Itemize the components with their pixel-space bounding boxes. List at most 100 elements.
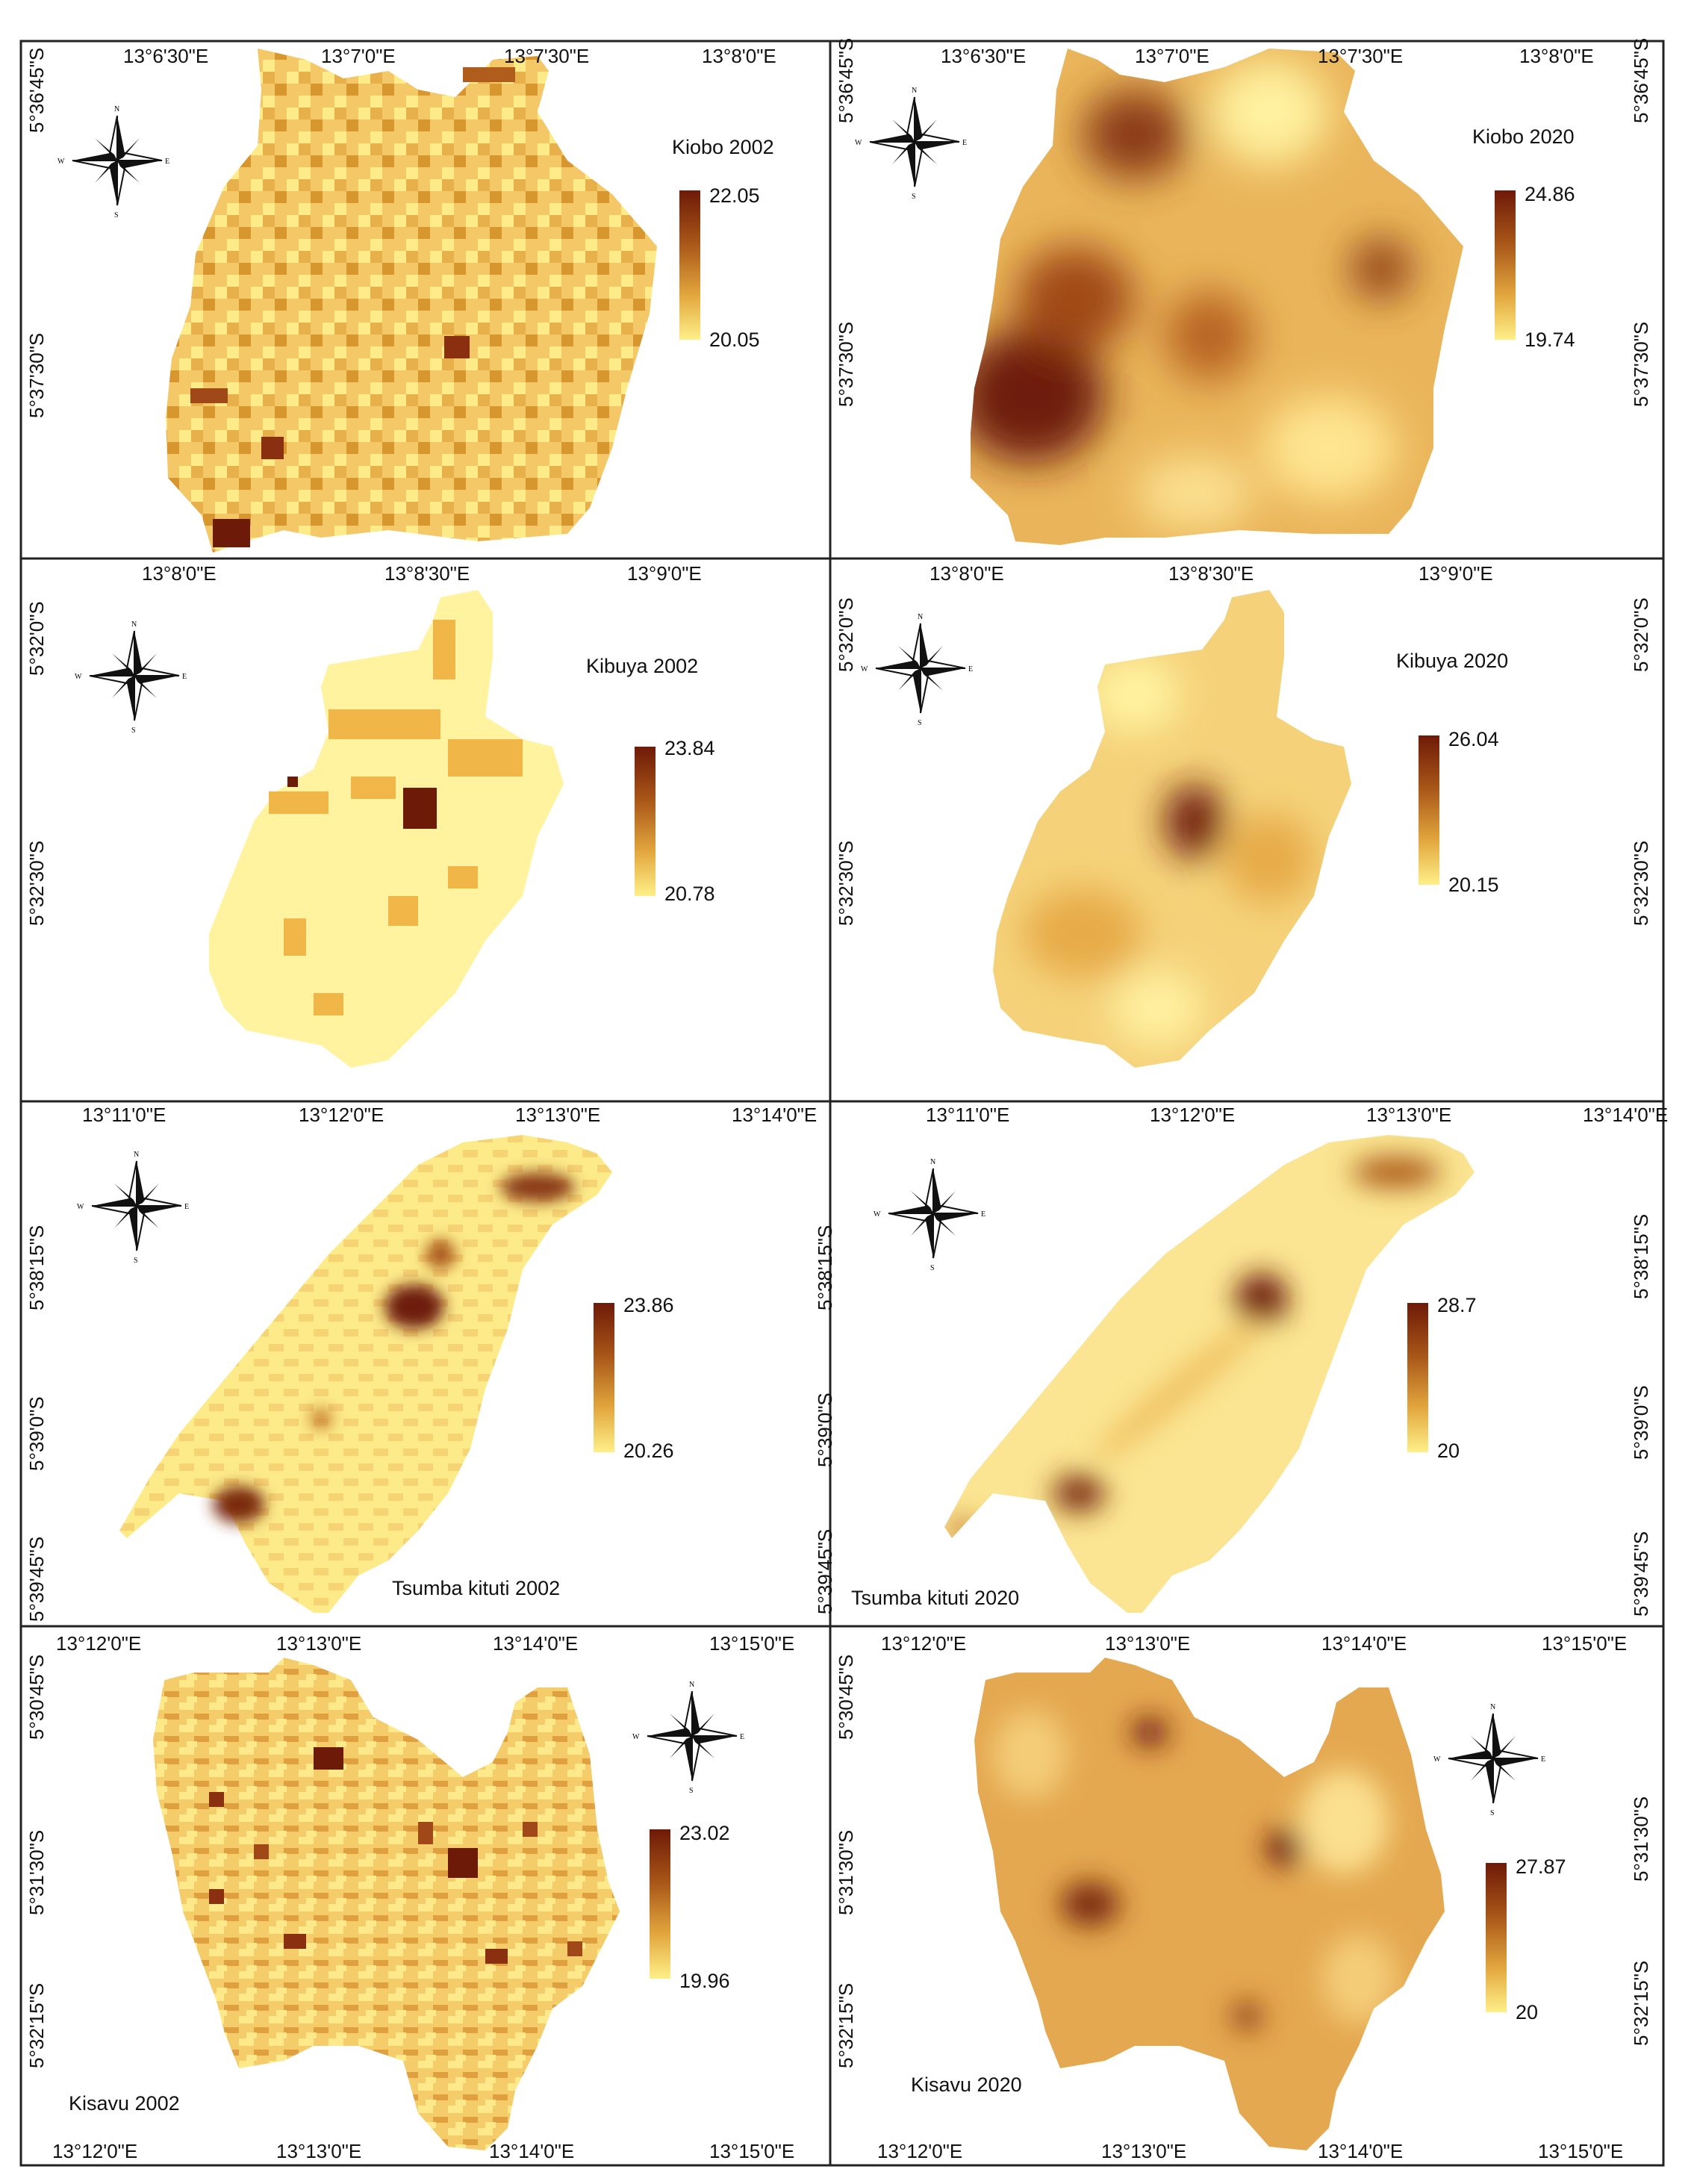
hot-spot	[448, 1848, 478, 1878]
warm-streak	[1093, 1316, 1266, 1462]
hot-spot	[284, 1934, 306, 1949]
compass-w: W	[855, 139, 862, 147]
legend-color-bar	[1407, 1303, 1428, 1452]
lon-label: 13°13'0"E	[276, 1632, 362, 1655]
lon-label: 13°8'0"E	[1519, 45, 1594, 67]
lon-label: 13°14'0"E	[1318, 2140, 1404, 2162]
lon-label: 13°7'0"E	[1135, 45, 1209, 67]
north-arrow-icon: N S E W	[1430, 1695, 1557, 1822]
hot-spot	[209, 1792, 224, 1807]
hot-spot	[485, 1949, 508, 1964]
warm-block	[388, 896, 418, 926]
lon-label: 13°12'0"E	[877, 2140, 963, 2162]
lon-label: 13°15'0"E	[709, 1632, 795, 1655]
panel-title: Kiobo 2002	[672, 136, 774, 158]
hot-spot	[254, 1844, 269, 1859]
lon-label: 13°15'0"E	[709, 2140, 795, 2162]
heat-map-kibuya-2002	[209, 590, 564, 1068]
compass-w: W	[75, 673, 82, 681]
hot-spot	[1351, 239, 1411, 299]
lon-label: 13°12'0"E	[881, 1632, 967, 1655]
legend-color-bar	[635, 747, 656, 896]
lon-label: 13°14'0"E	[493, 1632, 579, 1655]
lon-label: 13°8'0"E	[929, 562, 1004, 585]
compass-e: E	[165, 158, 169, 166]
hot-spot	[1165, 291, 1254, 381]
district-shape	[166, 49, 657, 553]
north-arrow-icon: N S E W	[73, 1142, 200, 1269]
lat-label: 5°30'45"S	[835, 1654, 857, 1740]
legend-min: 20.26	[623, 1440, 674, 1462]
lon-label: 13°14'0"E	[489, 2140, 575, 2162]
lon-label: 13°12'0"E	[1150, 1104, 1236, 1126]
compass-s: S	[689, 1787, 694, 1795]
compass-n: N	[114, 105, 119, 113]
heat-map-kibuya-2020	[993, 590, 1351, 1068]
hot-spot	[1351, 1157, 1441, 1187]
lat-label: 5°31'30"S	[1630, 1796, 1652, 1882]
legend-max: 28.7	[1437, 1294, 1477, 1316]
lon-label: 13°14'0"E	[1583, 1104, 1669, 1126]
hot-spot	[500, 1172, 575, 1202]
compass-s: S	[131, 727, 136, 735]
lon-label: 13°13'0"E	[276, 2140, 362, 2162]
lon-label: 13°7'0"E	[321, 45, 396, 67]
lon-label: 13°11'0"E	[926, 1104, 1010, 1126]
compass-n: N	[918, 613, 923, 621]
hot-spot	[1060, 1882, 1120, 1926]
lon-label: 13°12'0"E	[299, 1104, 384, 1126]
lon-label: 13°9'0"E	[627, 562, 702, 585]
north-arrow-icon: N S E W	[857, 605, 984, 732]
panel-title: Kisavu 2002	[69, 2092, 180, 2115]
heat-map-kiobo-2002	[166, 49, 657, 553]
compass-n: N	[134, 1151, 139, 1159]
legend-min: 19.74	[1525, 329, 1575, 351]
compass-e: E	[968, 665, 973, 673]
lon-label: 13°8'30"E	[384, 562, 470, 585]
compass-e: E	[1541, 1755, 1545, 1764]
lon-label: 13°6'30"E	[941, 45, 1027, 67]
warm-block	[284, 918, 306, 956]
hot-spot	[190, 388, 228, 403]
heat-map-tsumba-kituti-2020	[944, 1135, 1475, 1613]
lon-label: 13°12'0"E	[56, 1632, 142, 1655]
warm-block	[351, 777, 396, 799]
legend-min: 20	[1437, 1440, 1460, 1462]
compass-e: E	[184, 1203, 189, 1211]
lon-label: 13°14'0"E	[1321, 1632, 1407, 1655]
outer-frame	[19, 40, 1665, 2167]
lon-label: 13°8'0"E	[142, 562, 217, 585]
lon-label: 13°13'0"E	[1105, 1632, 1191, 1655]
lon-label: 13°8'0"E	[702, 45, 776, 67]
hot-spot	[287, 777, 298, 787]
heat-map-kiobo-2020	[971, 49, 1463, 545]
warm-block	[448, 739, 523, 777]
hot-spot	[1265, 1829, 1303, 1867]
legend-color-bar	[650, 1829, 670, 1979]
compass-s: S	[1490, 1809, 1495, 1817]
warm-block	[328, 709, 440, 739]
legend-max: 24.86	[1525, 183, 1575, 205]
compass-s: S	[134, 1257, 138, 1265]
legend-min: 20.78	[664, 883, 715, 905]
cool-spot	[1262, 396, 1396, 500]
compass-e: E	[962, 139, 967, 147]
hot-spot	[971, 329, 1105, 463]
compass-s: S	[114, 211, 119, 220]
lon-label: 13°13'0"E	[515, 1104, 601, 1126]
compass-s: S	[930, 1264, 935, 1272]
hot-spot	[1083, 90, 1187, 179]
heat-map-kisavu-2002	[153, 1658, 620, 2150]
panel-title: Kiobo 2020	[1472, 125, 1575, 148]
cool-spot	[1321, 1934, 1396, 2023]
legend-max: 22.05	[709, 184, 760, 207]
compass-n: N	[930, 1158, 935, 1166]
legend-min: 20.15	[1448, 874, 1499, 896]
panel-title: Kibuya 2002	[586, 655, 699, 677]
hot-spot	[1053, 1475, 1105, 1512]
compass-w: W	[1433, 1755, 1441, 1764]
legend-max: 23.02	[679, 1822, 730, 1844]
warm-block	[448, 866, 478, 889]
hot-spot	[1131, 1717, 1168, 1747]
